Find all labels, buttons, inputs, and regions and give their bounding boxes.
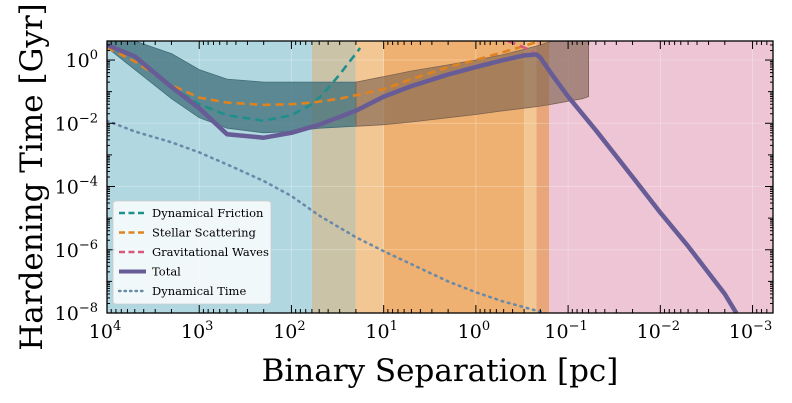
y-tick-label: 10−6 xyxy=(55,238,98,262)
x-tick-label: 104 xyxy=(89,319,121,343)
y-tick-label: 10−4 xyxy=(55,175,98,199)
axis-ticks xyxy=(107,40,774,314)
region-transition-2 xyxy=(524,41,537,313)
y-tick-label: 10−8 xyxy=(55,301,98,325)
legend-label: Dynamical Time xyxy=(152,284,246,298)
legend-box xyxy=(112,200,272,305)
x-tick-label: 100 xyxy=(458,319,490,343)
series-total xyxy=(107,42,739,313)
legend-label: Total xyxy=(152,265,181,279)
legend-label: Stellar Scattering xyxy=(152,226,256,240)
series-dynamical-time xyxy=(107,119,548,313)
region-transition-3 xyxy=(536,41,550,313)
y-tick-label: 10−2 xyxy=(55,111,98,135)
x-tick-label: 102 xyxy=(273,319,305,343)
x-axis-title: Binary Separation [pc] xyxy=(262,353,619,389)
x-tick-label: 10−3 xyxy=(729,319,772,343)
x-tick-label: 101 xyxy=(365,319,397,343)
y-axis-title: Hardening Time [Gyr] xyxy=(14,3,50,351)
uncertainty-bands xyxy=(107,41,589,134)
x-tick-label: 10−1 xyxy=(544,319,587,343)
x-tick-label: 10−2 xyxy=(637,319,680,343)
data-series xyxy=(107,41,739,313)
tick-labels: 104 103 102 101 100 10−1 10−2 10−3 10−8 10−6 10−4 1… xyxy=(55,48,773,343)
legend-label: Dynamical Friction xyxy=(152,206,264,220)
grid-lines xyxy=(107,41,773,313)
legend: Dynamical Friction Stellar Scattering Grav… xyxy=(112,200,272,305)
legend-label: Gravitational Waves xyxy=(152,245,269,259)
y-tick-label: 100 xyxy=(66,48,98,72)
stellar-scattering-band xyxy=(355,41,589,127)
x-tick-label: 103 xyxy=(181,319,213,343)
